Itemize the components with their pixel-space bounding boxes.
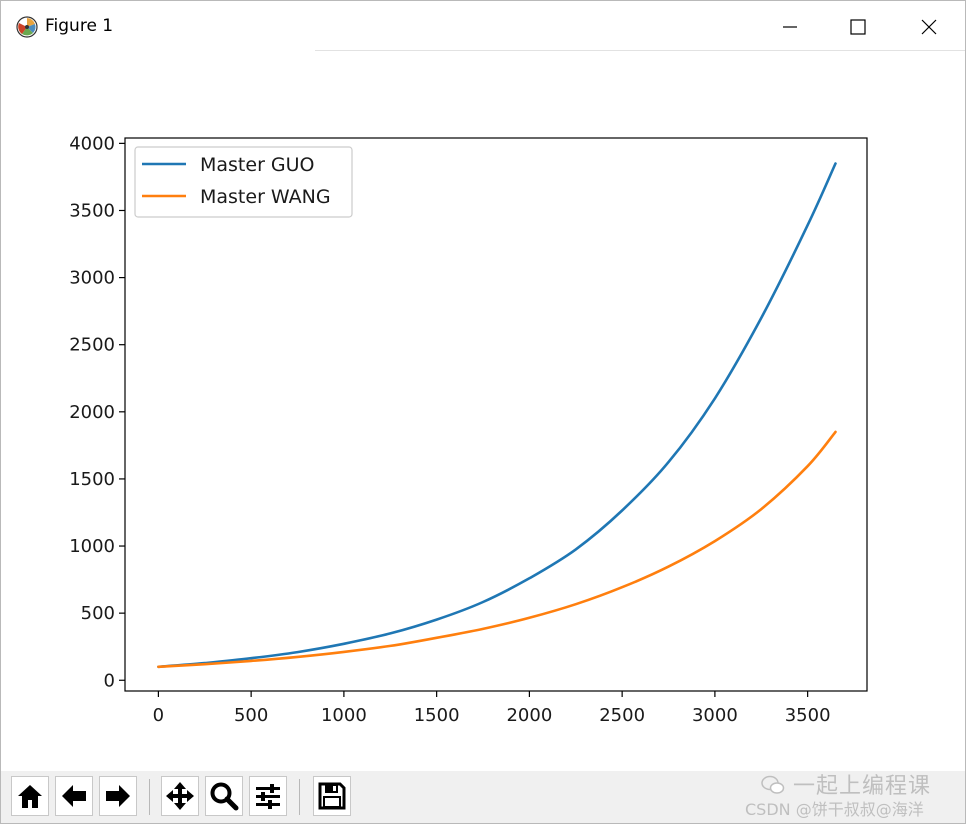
y-tick-label: 0 (104, 670, 115, 691)
forward-button[interactable] (99, 776, 137, 816)
y-tick-label: 500 (81, 603, 115, 624)
x-axis: 0 500 1000 1500 2000 2500 3000 3500 (153, 691, 831, 726)
x-tick-label: 500 (234, 705, 268, 726)
y-tick-label: 3000 (69, 268, 115, 289)
wechat-icon (761, 775, 785, 794)
pan-button[interactable] (161, 776, 199, 816)
line-chart[interactable]: 0 500 1000 1500 2000 2500 3000 3500 4000 0 500 100… (1, 51, 965, 771)
y-tick-label: 4000 (69, 133, 115, 154)
arrow-right-icon (106, 785, 130, 807)
toolbar-separator (149, 779, 150, 815)
x-tick-label: 1500 (414, 705, 460, 726)
x-tick-label: 3000 (692, 705, 738, 726)
title-divider (315, 50, 965, 51)
magnifier-icon (210, 782, 239, 811)
window-title: Figure 1 (45, 16, 114, 36)
move-icon (166, 782, 194, 810)
legend-label-master-wang: Master WANG (200, 186, 331, 208)
x-tick-label: 1000 (321, 705, 367, 726)
y-tick-label: 2500 (69, 335, 115, 356)
watermark-line-2: CSDN @饼干叔叔@海洋 (745, 800, 924, 819)
series-line-master-guo (157, 162, 837, 669)
y-tick-label: 3500 (69, 200, 115, 221)
plot-lines (157, 162, 837, 669)
y-tick-label: 1500 (69, 469, 115, 490)
home-button[interactable] (11, 776, 49, 816)
watermark-line-1: 一起上编程课 (793, 774, 932, 799)
x-tick-label: 3500 (785, 705, 831, 726)
y-tick-label: 2000 (69, 402, 115, 423)
back-button[interactable] (55, 776, 93, 816)
watermark-title: 一起上编程课 (761, 768, 931, 800)
configure-subplots-button[interactable] (249, 776, 287, 816)
home-icon (18, 785, 42, 808)
maximize-button[interactable] (835, 11, 881, 43)
axes-frame (124, 137, 868, 692)
close-button[interactable] (906, 11, 952, 43)
sliders-icon (256, 784, 280, 809)
y-axis: 0 500 1000 1500 2000 2500 3000 3500 4000 (69, 133, 125, 691)
matplotlib-figure-icon (16, 16, 38, 38)
legend[interactable]: Master GUO Master WANG (134, 146, 353, 218)
title-bar[interactable]: Figure 1 (1, 1, 965, 51)
zoom-button[interactable] (205, 776, 243, 816)
save-button[interactable] (313, 776, 351, 816)
close-icon (921, 19, 937, 35)
toolbar-separator (299, 779, 300, 815)
maximize-icon (850, 19, 866, 35)
y-tick-label: 1000 (69, 536, 115, 557)
figure-canvas[interactable]: 0 500 1000 1500 2000 2500 3000 3500 4000 0 500 100… (1, 51, 965, 771)
navigation-toolbar (1, 771, 965, 823)
legend-label-master-guo: Master GUO (200, 154, 315, 176)
minimize-button[interactable] (767, 11, 813, 43)
x-tick-label: 0 (153, 705, 164, 726)
minimize-icon (783, 26, 797, 28)
x-tick-label: 2000 (506, 705, 552, 726)
series-line-master-wang (157, 430, 837, 669)
x-tick-label: 2500 (599, 705, 645, 726)
legend-box (134, 146, 353, 218)
arrow-left-icon (62, 785, 86, 807)
floppy-disk-icon (318, 782, 346, 810)
